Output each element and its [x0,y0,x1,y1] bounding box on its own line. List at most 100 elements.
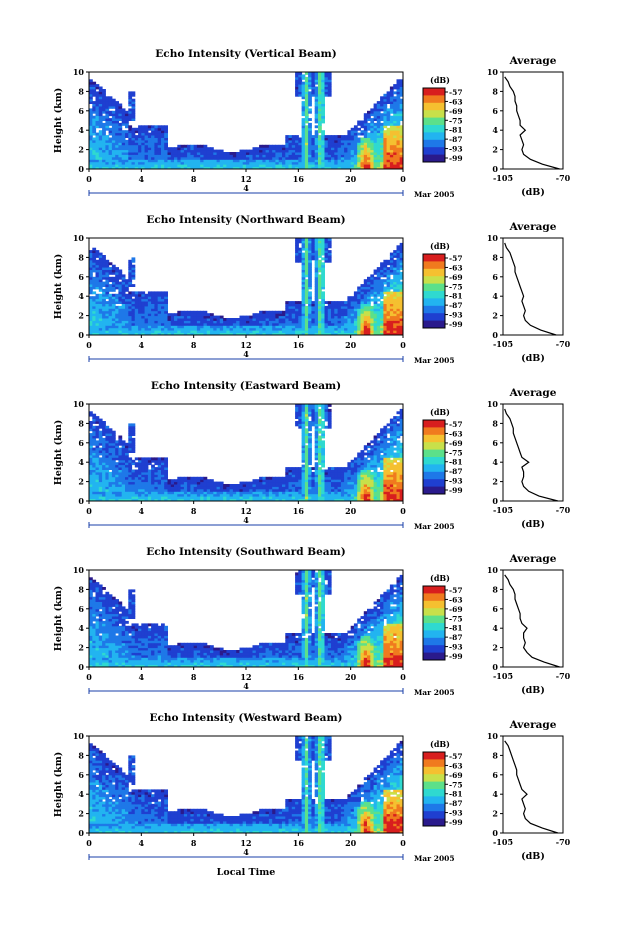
heatmap-cell [98,308,103,312]
heatmap-cell [108,440,113,444]
heatmap-cell [89,305,93,309]
heatmap-cell [151,315,155,319]
heatmap-cell [95,271,100,275]
heatmap-cell [314,276,319,280]
heatmap-cell [226,330,231,333]
heatmap-cell [89,447,93,451]
heatmap-cell [89,474,93,478]
heatmap-cell [154,313,159,317]
heatmap-cell [108,433,113,436]
heatmap-cell [105,486,110,490]
heatmap-cell [304,332,309,336]
heatmap-cell [363,330,368,333]
heatmap-cell [196,144,201,148]
x-tick-label: 4 [139,174,145,184]
heatmap-cell [147,476,152,480]
heatmap-cell [318,437,322,441]
heatmap-cell [376,144,381,148]
heatmap-cell [131,152,136,155]
heatmap-cell [373,271,378,275]
heatmap-cell [304,242,309,246]
heatmap-cell [298,320,303,324]
heatmap-cell [376,120,381,124]
heatmap-cell [190,484,195,487]
heatmap-cell [193,313,198,317]
heatmap-cell [141,457,146,461]
heatmap-cell [177,498,182,502]
heatmap-cell [262,166,267,170]
heatmap-cell [147,327,152,331]
heatmap-cell [318,166,322,170]
heatmap-cell [95,303,100,307]
heatmap-cell [386,271,391,275]
heatmap-cell [111,132,116,136]
heatmap-cell [314,450,319,453]
heatmap-cell [200,491,204,495]
heatmap-cell [144,166,149,170]
heatmap-cell [131,308,136,312]
heatmap-cell [304,110,309,114]
heatmap-cell [196,481,201,485]
heatmap-cell [95,421,100,424]
heatmap-cell [170,159,175,163]
heatmap-cell [187,147,191,151]
heatmap-cell [301,332,306,336]
heatmap-cell [304,288,309,292]
heatmap-cell [98,144,103,148]
heatmap-cell [291,498,296,502]
heatmap-cell [265,476,270,480]
heatmap-cell [334,313,339,317]
heatmap-cell [246,322,250,326]
heatmap-cell [311,301,316,304]
heatmap-cell [363,142,368,146]
heatmap-cell [380,149,384,153]
heatmap-cell [177,149,182,153]
heatmap-cell [157,298,162,302]
heatmap-cell [278,156,283,160]
heatmap-cell [353,127,358,131]
heatmap-cell [144,305,149,309]
heatmap-cell [389,308,394,312]
heatmap-cell [324,332,329,336]
heatmap-cell [229,320,234,324]
heatmap-cell [282,144,286,148]
heatmap-cell [102,137,106,141]
heatmap-cell [367,310,371,314]
heatmap-cell [161,474,165,478]
heatmap-cell [131,298,136,302]
heatmap-cell [380,156,384,160]
heatmap-cell [95,255,100,258]
heatmap-cell [98,440,103,444]
heatmap-cell [102,127,106,131]
heatmap-cell [353,318,358,321]
heatmap-cell [373,149,378,153]
heatmap-cell [308,132,312,136]
heatmap-cell [252,154,257,158]
heatmap-cell [399,142,404,146]
heatmap-cell [98,493,103,497]
heatmap-cell [321,267,325,270]
heatmap-cell [373,130,378,134]
heatmap-cell [134,479,139,483]
heatmap-cell [219,149,224,153]
heatmap-cell [363,305,368,309]
heatmap-cell [376,330,381,333]
heatmap-cell [321,442,325,446]
heatmap-cell [272,144,276,148]
heatmap-cell [321,108,325,112]
heatmap-cell [393,305,397,309]
heatmap-cell [321,406,325,410]
heatmap-cell [321,464,325,468]
heatmap-cell [360,320,365,324]
heatmap-cell [314,308,319,312]
heatmap-cell [393,130,397,134]
heatmap-cell [298,147,303,151]
heatmap-cell [177,164,182,168]
heatmap-cell [213,493,218,497]
heatmap-cell [291,139,296,143]
heatmap-cell [311,255,316,258]
heatmap-cell [196,486,201,490]
heatmap-cell [92,296,97,300]
heatmap-cell [125,313,129,317]
heatmap-cell [318,93,322,97]
